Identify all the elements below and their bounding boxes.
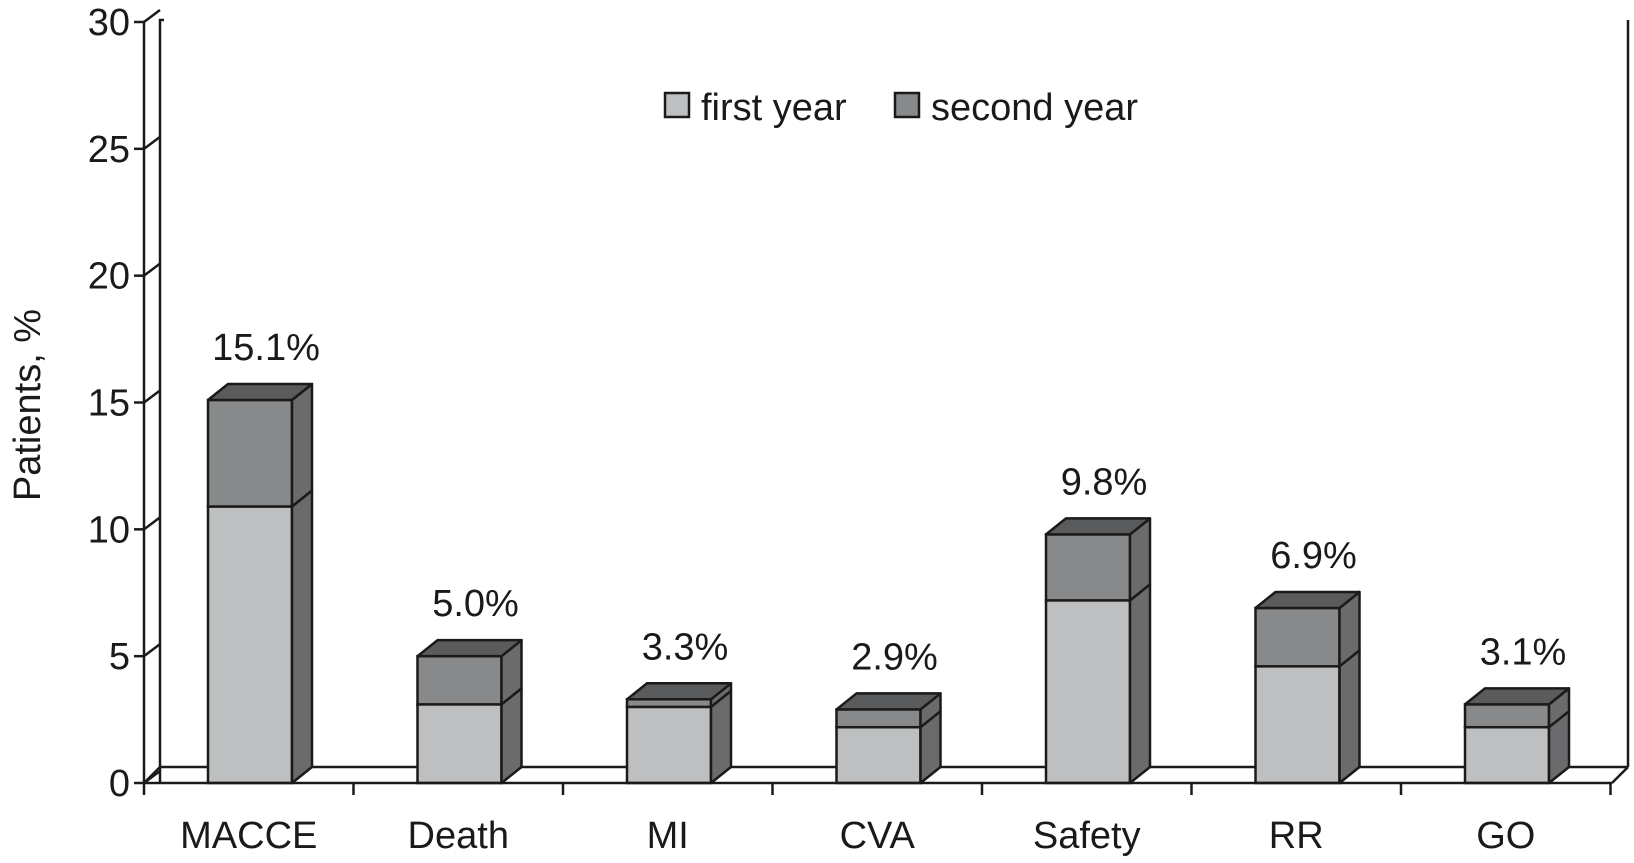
bar-side-macce-first-year (290, 489, 314, 785)
bar-go-first-year (1463, 725, 1551, 785)
y-tick-label: 30 (88, 2, 130, 44)
bar-top-cva (835, 692, 942, 711)
bar-safety-second-year (1044, 533, 1132, 602)
y-tick-depth (143, 262, 161, 277)
bar-death-second-year (416, 654, 503, 706)
legend: first year second year (663, 87, 1138, 129)
bar-rr-second-year (1254, 606, 1341, 668)
legend-swatch-first-year (663, 91, 691, 119)
x-tick-label: GO (1476, 815, 1535, 857)
y-tick-depth (143, 389, 161, 404)
legend-label-first-year: first year (701, 87, 847, 129)
bar-rr-first-year (1254, 665, 1341, 785)
x-tick-label: MACCE (180, 815, 317, 857)
data-label-total: 15.1% (212, 327, 320, 369)
data-label-total: 3.3% (642, 626, 729, 668)
bars (206, 382, 1571, 785)
bar-cva-first-year (835, 725, 922, 785)
y-tick-depth (143, 135, 161, 150)
floor-right-edge (1611, 766, 1629, 784)
y-tick-depth (143, 643, 161, 658)
bar-side-rr-first-year (1338, 649, 1361, 785)
bar-safety-first-year (1044, 599, 1132, 785)
data-labels: 15.1% 5.0% 3.3% 2.9% 9.8% 6.9% 3.1% (212, 327, 1566, 678)
x-tick-label: Death (408, 815, 509, 857)
back-wall (158, 18, 164, 783)
bar-top-safety (1044, 517, 1152, 536)
bar-top-mi (625, 682, 733, 701)
bar-top-go (1463, 687, 1571, 706)
legend-label-second-year: second year (931, 87, 1138, 129)
bar-death-first-year (416, 703, 503, 785)
bar-mi-first-year (625, 705, 713, 785)
bar-macce-first-year (206, 505, 294, 785)
y-tick-label: 20 (88, 256, 130, 298)
bar-side-safety-first-year (1128, 583, 1152, 785)
bar-top-macce (206, 382, 314, 402)
data-label-total: 9.8% (1061, 461, 1148, 503)
y-tick-label: 0 (109, 763, 130, 805)
y-tick-label: 15 (88, 383, 130, 425)
data-label-total: 5.0% (432, 583, 519, 625)
y-tick-depth (143, 9, 161, 23)
y-tick-depth (143, 770, 161, 784)
bar-top-rr (1254, 590, 1361, 610)
data-label-total: 3.1% (1480, 631, 1567, 673)
x-tick-label: RR (1269, 815, 1324, 857)
data-label-total: 6.9% (1270, 535, 1357, 577)
y-tick-label: 25 (88, 129, 130, 171)
bar-side-macce-second-year (290, 382, 314, 508)
bar-go-second-year (1463, 703, 1551, 729)
bar-macce-second-year (206, 398, 294, 508)
y-tick-label: 10 (88, 509, 130, 551)
bar-top-death (416, 638, 523, 658)
y-axis: 0 5 10 15 20 25 30 (88, 2, 161, 805)
y-tick-label: 5 (109, 636, 130, 678)
x-tick-label: MI (647, 815, 689, 857)
data-label-total: 2.9% (851, 636, 938, 678)
bar-cva-second-year (835, 708, 922, 729)
x-tick-label: CVA (840, 815, 916, 857)
y-axis-title: Patients, % (7, 309, 49, 501)
legend-swatch-second-year (893, 91, 921, 119)
x-axis: MACCE Death MI CVA Safety RR GO (142, 781, 1612, 857)
y-tick-depth (143, 516, 161, 531)
x-tick-label: Safety (1033, 815, 1141, 857)
